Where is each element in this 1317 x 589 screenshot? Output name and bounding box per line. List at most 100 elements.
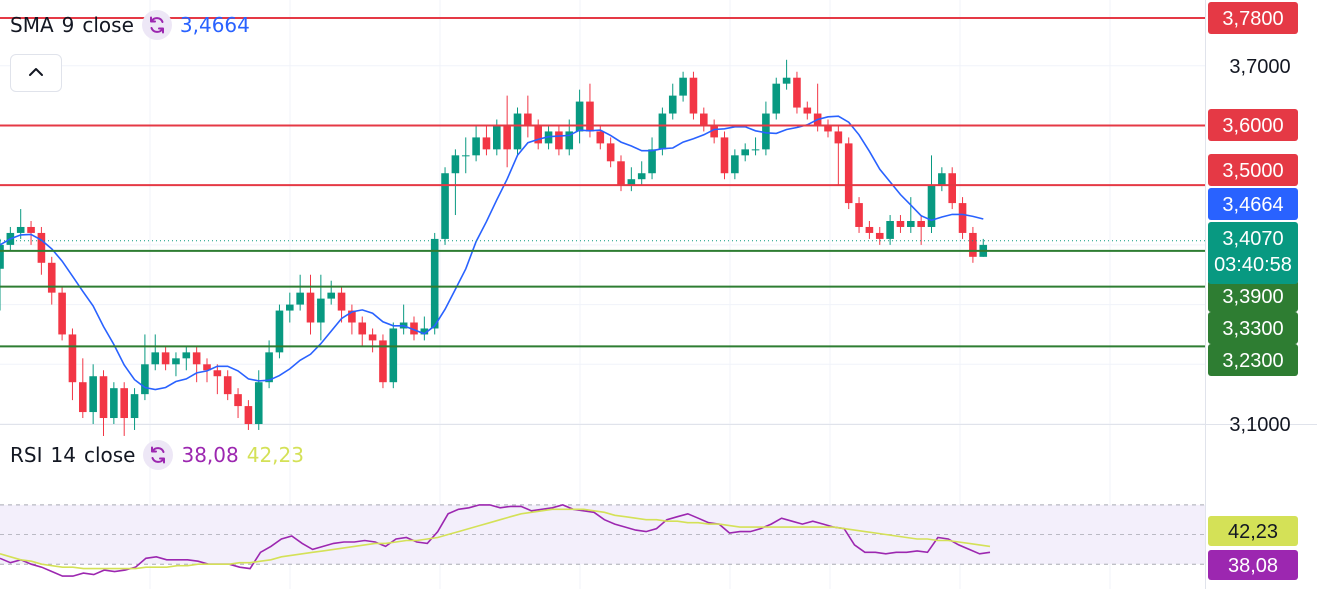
candle — [875, 232, 884, 239]
candle — [896, 221, 905, 227]
candle — [192, 352, 201, 365]
sma-source: close — [82, 13, 134, 37]
candle — [648, 149, 656, 174]
level-tag: 3,5000 — [1222, 160, 1283, 182]
candle — [948, 173, 956, 204]
level-tag-bg — [1208, 344, 1298, 376]
candle — [824, 125, 832, 132]
candle — [89, 376, 97, 413]
collapse-button[interactable] — [10, 54, 62, 92]
candle — [368, 334, 377, 341]
candle — [379, 340, 387, 383]
current-price-value: 3,4070 — [1222, 228, 1283, 250]
candle — [844, 143, 853, 204]
candle — [161, 352, 170, 365]
candle — [793, 77, 801, 108]
candle — [182, 352, 191, 359]
candle — [244, 406, 253, 424]
level-tag-bg — [1208, 312, 1298, 344]
candle — [172, 358, 180, 365]
level-tag: 3,6000 — [1222, 115, 1283, 137]
price-axis-tick: 3,7000 — [1229, 56, 1290, 78]
sma-line — [0, 115, 984, 391]
level-tag: 3,2300 — [1222, 350, 1283, 372]
rsi-line — [0, 504, 991, 577]
rsi-ma-tag: 42,23 — [1228, 521, 1278, 543]
candle — [151, 352, 160, 365]
level-tag: 3,7800 — [1222, 8, 1283, 30]
rsi-name: RSI — [10, 443, 43, 467]
candle — [203, 364, 211, 371]
sma-legend: SMA 9 close 3,4664 — [10, 10, 250, 40]
candle — [586, 101, 594, 132]
candle — [389, 328, 398, 383]
candle — [637, 173, 646, 180]
candle — [120, 388, 128, 419]
candle — [834, 131, 843, 144]
candle — [482, 137, 491, 150]
rsi-value: 38,08 — [181, 443, 239, 467]
candle — [99, 376, 108, 419]
candle — [58, 292, 66, 335]
candle — [141, 364, 149, 395]
candle — [337, 292, 346, 311]
candle — [555, 131, 563, 150]
candle — [451, 155, 460, 174]
candle — [37, 232, 46, 263]
current-price-tag-bg — [1208, 222, 1298, 284]
candle — [430, 238, 439, 329]
candle — [596, 131, 605, 144]
candle — [27, 226, 35, 233]
candle — [327, 292, 335, 299]
candle — [700, 113, 708, 126]
level-tag-bg — [1208, 109, 1298, 141]
candle — [68, 334, 77, 383]
candle — [969, 232, 977, 257]
level-tag-bg — [1208, 154, 1298, 186]
candle — [286, 304, 294, 311]
candle — [513, 113, 522, 150]
refresh-icon[interactable] — [143, 440, 174, 470]
candle — [679, 77, 687, 96]
candle — [886, 221, 894, 239]
candle — [503, 125, 511, 150]
candle — [265, 352, 273, 383]
candle — [741, 149, 749, 156]
candle — [420, 328, 429, 335]
candle — [110, 388, 118, 419]
candle — [213, 370, 222, 377]
candle — [296, 292, 304, 305]
candle — [720, 137, 729, 174]
candle — [0, 244, 4, 269]
level-tag-bg — [1208, 2, 1298, 34]
candle — [731, 155, 739, 174]
candle — [772, 83, 781, 114]
candle — [751, 149, 760, 151]
refresh-icon[interactable] — [141, 10, 172, 40]
candle — [358, 322, 367, 335]
candle — [710, 125, 718, 138]
candle — [575, 101, 584, 132]
candle — [907, 221, 915, 227]
candle — [658, 113, 667, 150]
candle — [606, 143, 615, 162]
candle — [461, 155, 470, 157]
countdown-timer: 03:40:58 — [1214, 254, 1292, 276]
candle — [16, 226, 25, 233]
candle — [524, 113, 532, 126]
chevron-up-icon — [28, 64, 44, 82]
candle — [348, 310, 356, 323]
rsi-value-tag-bg — [1208, 550, 1298, 580]
candle — [762, 113, 770, 150]
candle — [803, 107, 812, 114]
candle — [865, 226, 874, 233]
candle — [441, 173, 449, 239]
candle — [254, 382, 263, 424]
candle — [223, 376, 232, 395]
candle — [130, 394, 139, 419]
sma-price-tag-bg — [1208, 188, 1298, 220]
candle — [958, 203, 967, 233]
candle — [317, 298, 325, 323]
candle — [565, 131, 574, 150]
